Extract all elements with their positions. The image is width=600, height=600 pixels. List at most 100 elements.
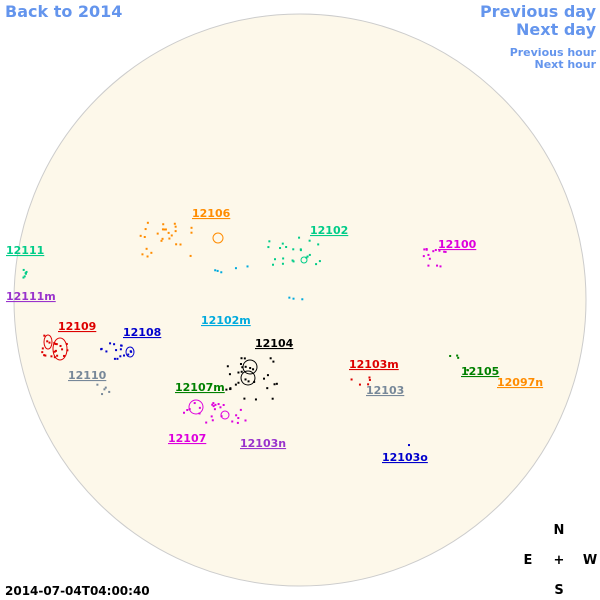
sunspot: [161, 228, 164, 231]
region-labels: 12111 12111m 12106 12102 12100 12109 12108 1210…: [6, 207, 543, 464]
sunspot: [237, 371, 240, 374]
sunspot: [198, 406, 201, 409]
sunspot: [145, 247, 148, 250]
sunspot: [246, 265, 249, 268]
sunspot: [120, 344, 123, 347]
sunspot: [422, 255, 425, 258]
sunspot: [100, 348, 103, 351]
sunspot: [174, 230, 177, 233]
previous-day-link[interactable]: Previous day: [480, 2, 597, 21]
sunspot-umbra: [240, 370, 256, 386]
compass-center: +: [554, 553, 565, 568]
sunspot: [115, 349, 118, 352]
sunspot: [436, 264, 439, 267]
sunspot: [119, 355, 122, 358]
sunspot: [96, 383, 99, 386]
previous-hour-link[interactable]: Previous hour: [510, 46, 597, 59]
sunspot: [281, 262, 284, 265]
sunspot: [108, 390, 111, 393]
sunspot: [164, 228, 167, 231]
sunspot: [252, 368, 255, 371]
sunspot: [163, 228, 166, 231]
region-label: 12103: [366, 384, 404, 397]
sunspot: [123, 354, 126, 357]
sunspot: [139, 234, 142, 237]
sunspot-umbra: [220, 410, 230, 420]
sunspot: [432, 250, 435, 253]
sunspot: [269, 357, 272, 360]
sunspot: [308, 239, 311, 242]
sunspot: [210, 415, 213, 418]
sunspot-umbra: [43, 334, 53, 350]
sunspot: [162, 223, 165, 226]
next-day-link[interactable]: Next day: [516, 20, 597, 39]
sunspot: [267, 246, 270, 249]
region-label: 12107: [168, 432, 206, 445]
sunspot: [190, 226, 193, 229]
sunspot: [234, 267, 237, 270]
sunspot: [271, 397, 274, 400]
sunspot: [266, 387, 269, 390]
sunspot: [449, 354, 452, 357]
sunspot: [214, 269, 217, 272]
region-label: 12106: [192, 207, 231, 220]
sunspot: [240, 357, 243, 360]
sunspot: [175, 243, 178, 246]
sunspot: [41, 347, 44, 350]
sunspot: [272, 360, 275, 363]
sunspot: [249, 367, 252, 370]
sunspot: [63, 354, 66, 357]
sunspot: [146, 221, 149, 224]
sunspot: [231, 420, 234, 423]
sunspot: [281, 242, 284, 245]
sunspot: [43, 354, 46, 357]
sunspot: [109, 342, 112, 345]
sunspot: [41, 351, 44, 354]
sunspot: [113, 343, 116, 346]
sunspot: [308, 253, 311, 256]
region-label: 12104: [255, 337, 294, 350]
sunspot: [213, 408, 216, 411]
region-label: 12103n: [240, 437, 286, 450]
region-label: 12097n: [497, 376, 543, 389]
sunspot: [237, 417, 240, 420]
sunspot: [22, 276, 25, 279]
sunspot: [150, 251, 153, 254]
sunspot: [237, 381, 240, 384]
region-label: 12102m: [201, 314, 251, 327]
sunspot: [48, 341, 51, 344]
sunspot: [298, 236, 301, 239]
sunspot: [46, 340, 49, 343]
sunspot: [428, 257, 431, 260]
back-link[interactable]: Back to 2014: [5, 2, 122, 21]
sunspot: [228, 373, 231, 376]
sunspot: [247, 380, 250, 383]
sunspot: [466, 369, 469, 372]
sunspot: [457, 356, 460, 359]
sunspot: [240, 370, 243, 373]
sunspot: [22, 268, 25, 271]
sunspot: [170, 234, 173, 237]
sunspot: [56, 354, 59, 357]
sunspot: [427, 253, 430, 256]
sunspot-umbra: [52, 337, 68, 361]
sunspot: [216, 269, 219, 272]
sunspot: [222, 403, 225, 406]
sunspot: [54, 342, 57, 345]
sunspot: [105, 350, 108, 353]
compass-east: E: [524, 553, 533, 568]
solar-disk: [13, 13, 587, 587]
sunspot: [212, 405, 215, 408]
sunspot: [55, 343, 58, 346]
sunspot: [65, 342, 68, 345]
sunspot: [24, 272, 27, 275]
sunspot: [156, 232, 159, 235]
sunspot: [434, 249, 437, 252]
next-hour-link[interactable]: Next hour: [535, 58, 597, 71]
sunspot: [243, 397, 246, 400]
sunspot: [143, 235, 146, 238]
sunspot: [350, 378, 353, 381]
sunspot: [113, 357, 116, 360]
sunspot: [315, 263, 318, 266]
